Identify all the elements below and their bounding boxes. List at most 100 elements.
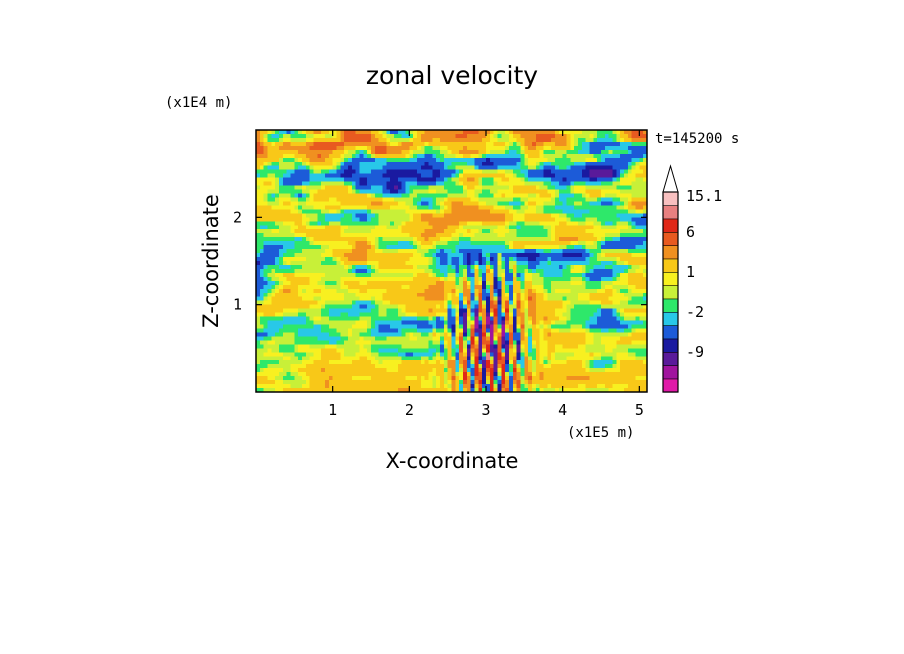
heatmap-cell [436, 177, 441, 183]
heatmap-cell [493, 165, 499, 171]
heatmap-cell [279, 253, 284, 258]
heatmap-cell [256, 153, 261, 159]
heatmap-cell [340, 130, 345, 135]
heatmap-cell [286, 257, 292, 262]
heatmap-cell [493, 280, 499, 286]
heatmap-cell [589, 264, 594, 270]
heatmap-cell [294, 304, 299, 310]
heatmap-cell [509, 300, 514, 306]
heatmap-cell [259, 264, 265, 270]
heatmap-cell [317, 141, 322, 147]
heatmap-cell [581, 233, 587, 238]
heatmap-cell [386, 161, 391, 167]
heatmap-cell [551, 308, 556, 314]
heatmap-cell [367, 268, 372, 274]
heatmap-cell [359, 261, 364, 266]
heatmap-cell [432, 130, 437, 135]
heatmap-cell [367, 288, 372, 294]
heatmap-cell [631, 300, 637, 306]
heatmap-cell [478, 312, 483, 318]
heatmap-cell [597, 181, 602, 187]
heatmap-cell [463, 304, 468, 310]
heatmap-cell [290, 288, 295, 294]
heatmap-cell [443, 153, 449, 159]
heatmap-cell [279, 276, 284, 282]
heatmap-cell [604, 296, 610, 302]
heatmap-cell [413, 272, 418, 278]
heatmap-cell [597, 161, 602, 167]
heatmap-cell [325, 312, 330, 318]
heatmap-cell [528, 205, 533, 210]
heatmap-cell [535, 308, 541, 314]
heatmap-cell [313, 130, 318, 135]
heatmap-cell [562, 161, 568, 167]
heatmap-cell [497, 249, 502, 254]
heatmap-cell [627, 292, 633, 298]
heatmap-cell [275, 316, 280, 322]
heatmap-cell [612, 241, 617, 246]
heatmap-cell [271, 300, 276, 306]
heatmap-cell [532, 288, 537, 294]
heatmap-cell [348, 225, 353, 230]
heatmap-cell [378, 304, 384, 310]
heatmap-cell [581, 253, 587, 258]
heatmap-cell [443, 185, 449, 191]
heatmap-cell [470, 173, 476, 179]
heatmap-cell [459, 257, 464, 262]
heatmap-cell [305, 177, 311, 183]
heatmap-cell [589, 209, 594, 214]
heatmap-cell [405, 257, 410, 262]
heatmap-cell [286, 205, 292, 210]
heatmap-cell [271, 217, 276, 222]
heatmap-cell [302, 272, 307, 278]
heatmap-cell [478, 241, 483, 246]
heatmap-cell [489, 229, 495, 234]
heatmap-cell [555, 229, 560, 234]
heatmap-cell [509, 193, 514, 199]
heatmap-cell [566, 300, 571, 306]
heatmap-cell [405, 213, 410, 218]
heatmap-cell [417, 177, 422, 183]
heatmap-cell [294, 173, 299, 179]
heatmap-cell [486, 272, 491, 278]
heatmap-cell [597, 130, 602, 135]
heatmap-cell [574, 169, 579, 175]
heatmap-cell [535, 189, 541, 195]
heatmap-cell [405, 173, 410, 179]
heatmap-cell [459, 268, 464, 274]
heatmap-cell [321, 133, 326, 139]
heatmap-cell [478, 205, 483, 210]
heatmap-cell [585, 312, 591, 318]
heatmap-cell [486, 312, 491, 318]
heatmap-cell [367, 296, 372, 302]
heatmap-cell [601, 221, 606, 226]
heatmap-cell [558, 288, 564, 294]
heatmap-cell [390, 280, 395, 286]
heatmap-cell [355, 209, 361, 214]
heatmap-cell [336, 300, 341, 306]
heatmap-cell [325, 292, 330, 298]
heatmap-cell [516, 221, 522, 226]
heatmap-cell [543, 213, 548, 218]
heatmap-cell [474, 253, 479, 258]
heatmap-cell [447, 316, 453, 322]
heatmap-cell [639, 253, 644, 258]
heatmap-cell [631, 280, 637, 286]
heatmap-cell [643, 201, 648, 207]
heatmap-cell [604, 225, 610, 230]
heatmap-cell [535, 268, 541, 274]
heatmap-cell [294, 312, 299, 318]
heatmap-cell [305, 181, 311, 187]
heatmap-cell [466, 193, 472, 199]
heatmap-cell [505, 249, 510, 254]
heatmap-cell [328, 280, 334, 286]
heatmap-cell [601, 249, 606, 254]
heatmap-cell [432, 308, 437, 314]
heatmap-cell [386, 284, 391, 290]
heatmap-cell [601, 205, 606, 210]
heatmap-cell [593, 312, 598, 318]
heatmap-cell [585, 185, 591, 191]
heatmap-cell [447, 217, 453, 222]
heatmap-cell [367, 185, 372, 191]
heatmap-cell [570, 181, 575, 187]
